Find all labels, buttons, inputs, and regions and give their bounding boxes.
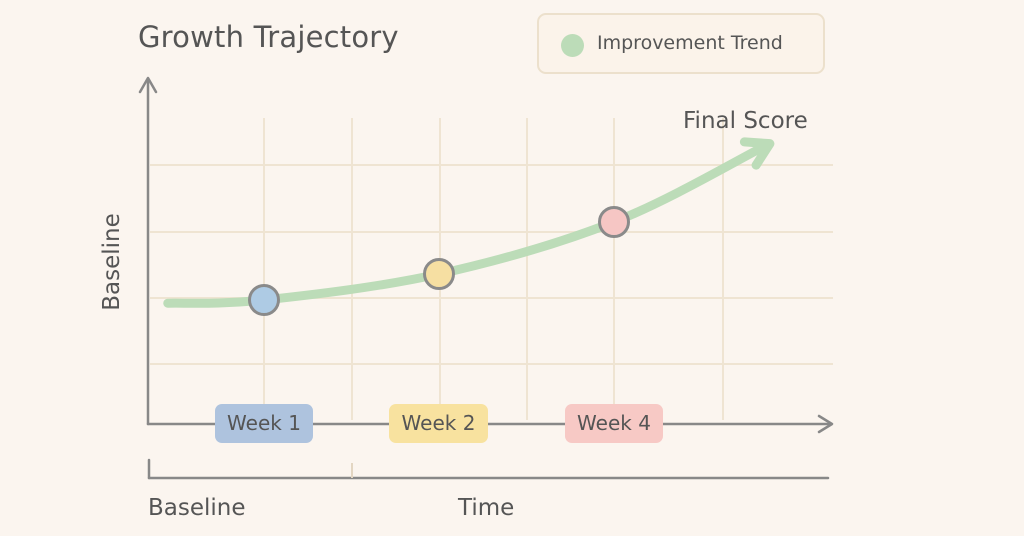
x-axis-label: Time xyxy=(458,495,515,521)
legend-label: Improvement Trend xyxy=(597,32,783,54)
data-point-week-2 xyxy=(423,258,455,290)
series-line-improvement-trend xyxy=(163,142,768,308)
chart-title: Growth Trajectory xyxy=(138,20,399,54)
series-arrowhead xyxy=(739,137,775,170)
y-axis-arrowhead xyxy=(138,76,158,94)
tick-label-week-2: Week 2 xyxy=(389,404,488,443)
final-score-annotation: Final Score xyxy=(683,108,808,134)
legend-swatch xyxy=(561,34,584,57)
x-axis-start-label: Baseline xyxy=(148,495,246,521)
series-layer xyxy=(163,137,775,308)
data-point-week-4 xyxy=(598,206,630,238)
y-axis-label: Baseline xyxy=(99,213,125,311)
data-point-week-1 xyxy=(248,284,280,316)
legend: Improvement Trend xyxy=(537,13,825,74)
tick-label-week-4: Week 4 xyxy=(565,404,663,443)
tick-label-week-1: Week 1 xyxy=(215,404,313,443)
x-axis-arrowhead xyxy=(817,414,834,434)
markers-layer xyxy=(248,206,630,316)
